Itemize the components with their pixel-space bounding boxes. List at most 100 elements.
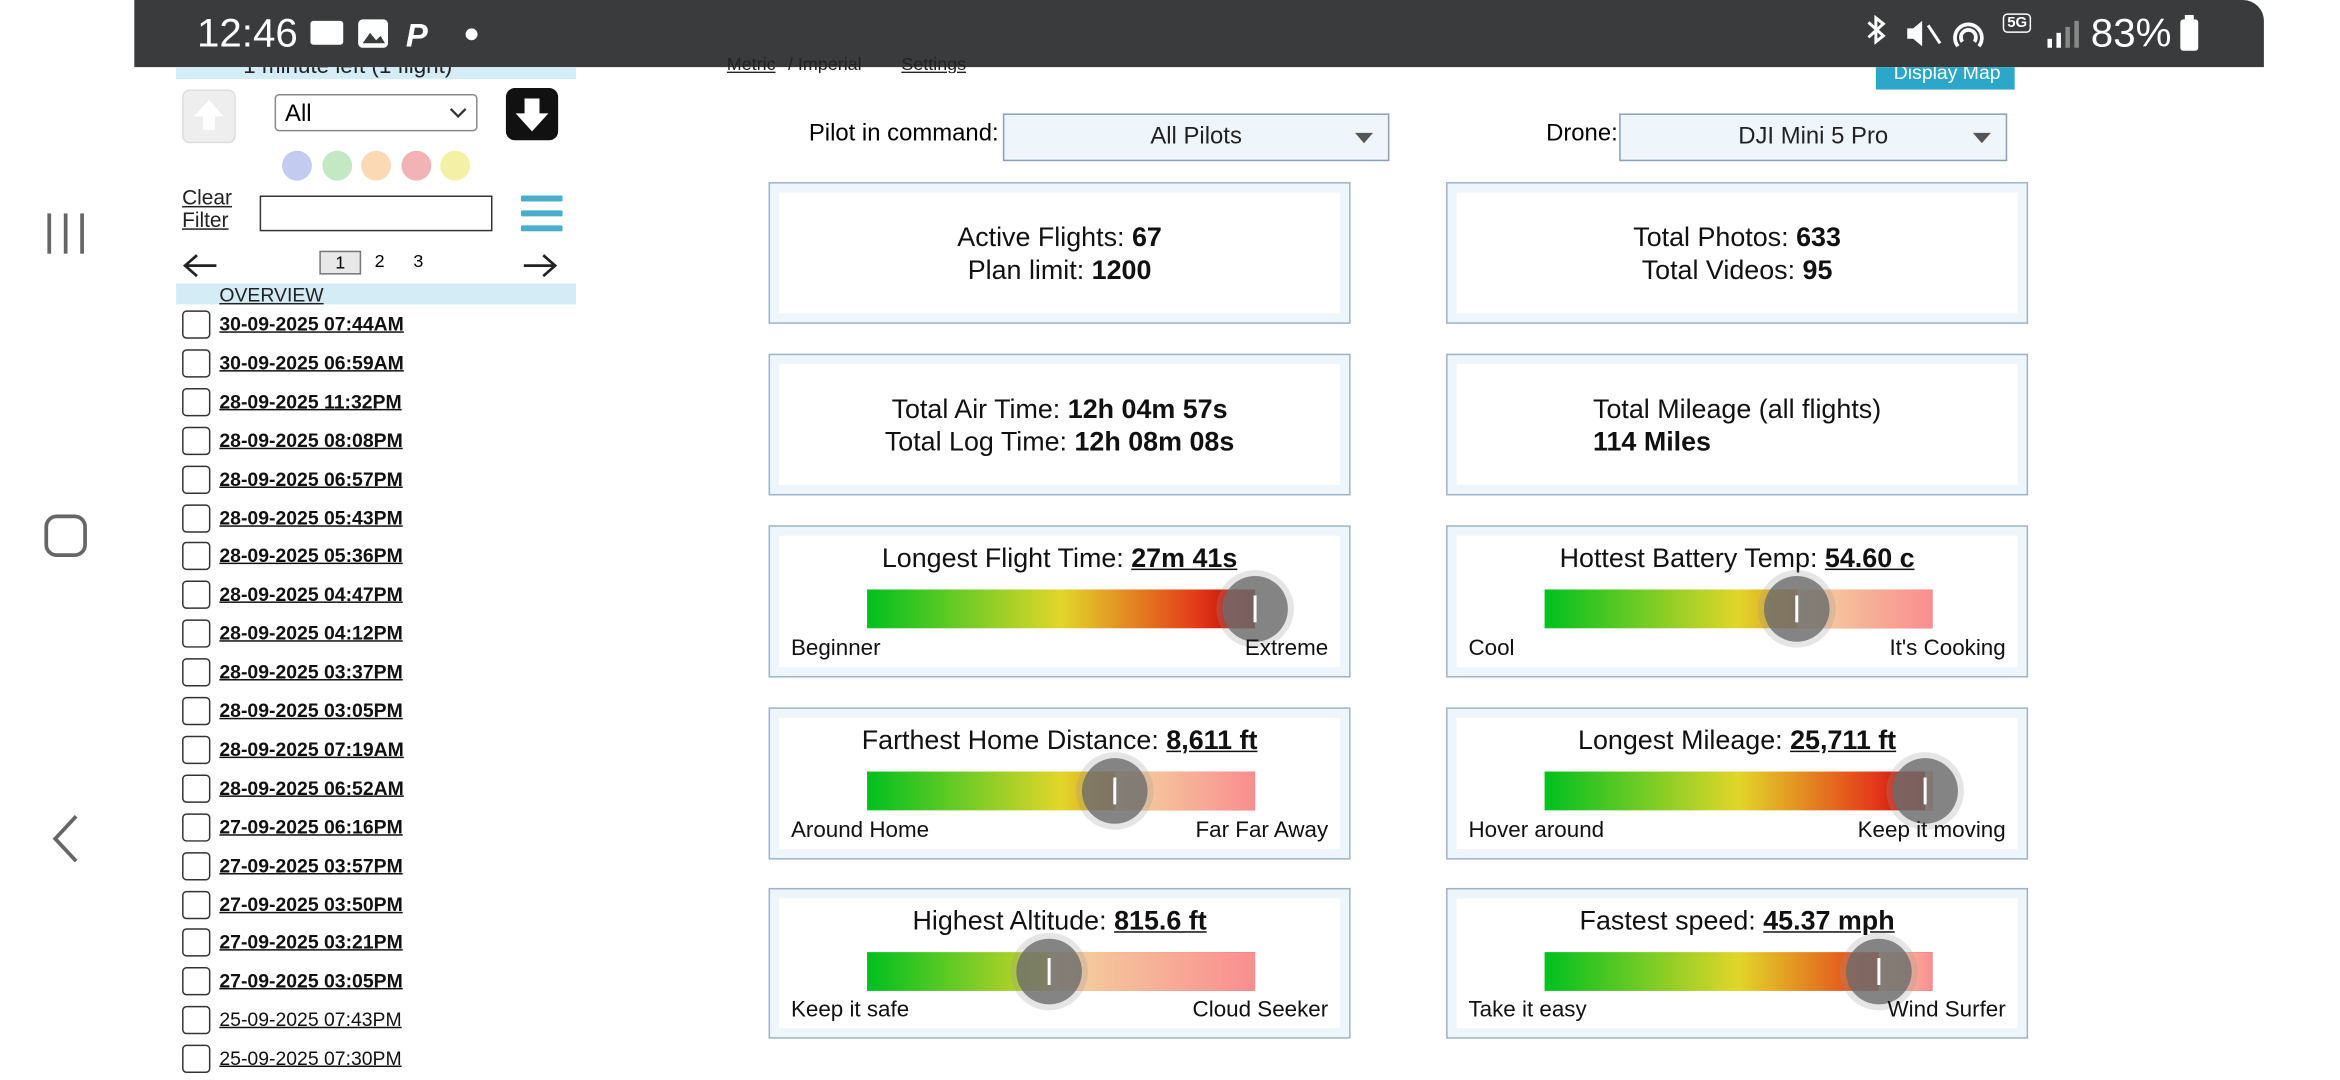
flight-row[interactable]: 28-09-2025 03:05PM [182,695,403,728]
menu-button[interactable] [520,195,563,232]
card-body: Total Air Time: 12h 04m 57s Total Log Tim… [779,364,1341,486]
gauge-title: Fastest speed: 45.37 mph [1457,906,2018,937]
gauge-label: Fastest speed: [1579,905,1756,936]
gauge-value[interactable]: 45.37 mph [1763,905,1895,936]
flight-row[interactable]: 27-09-2025 03:50PM [182,889,403,922]
checkbox[interactable] [182,928,211,958]
checkbox[interactable] [182,349,211,378]
flight-date[interactable]: 25-09-2025 07:30PM [219,1047,402,1070]
flight-date[interactable]: 28-09-2025 03:37PM [219,660,403,683]
stat-value: 12h 08m 08s [1074,426,1235,456]
checkbox[interactable] [182,851,211,880]
flight-row[interactable]: 25-09-2025 07:43PM [182,1005,402,1038]
gauge-value[interactable]: 27m 41s [1131,543,1238,574]
flight-row[interactable]: 28-09-2025 03:37PM [182,657,403,690]
flight-row[interactable]: 30-09-2025 06:59AM [182,348,404,381]
flight-date[interactable]: 28-09-2025 05:43PM [219,505,403,529]
display-map-button[interactable]: Display Map [1875,67,2015,90]
checkbox[interactable] [182,542,211,571]
page[interactable]: 1 [319,250,362,275]
overview[interactable]: OVERVIEW [219,283,324,306]
system-icons [1867,14,1984,48]
page[interactable]: 2 [374,250,385,272]
checkbox[interactable] [182,619,211,649]
color-filters[interactable] [276,146,477,185]
flight-date[interactable]: 28-09-2025 06:57PM [219,467,403,490]
checkbox[interactable] [182,387,211,417]
flight-row[interactable]: 27-09-2025 03:21PM [182,927,403,960]
flight-date[interactable]: 28-09-2025 08:08PM [219,428,403,452]
checkbox[interactable] [182,465,211,494]
checkbox[interactable] [182,426,211,455]
gauge-card: Farthest Home Distance: 8,611 ft Around H… [768,707,1351,860]
imperial-link[interactable]: / Imperial [787,53,862,74]
flight-date[interactable]: 28-09-2025 07:19AM [219,737,404,761]
gauge-card: Longest Mileage: 25,711 ft Hover around Ke… [1446,707,2029,860]
flight-date[interactable]: 28-09-2025 11:32PM [219,390,402,413]
pager-arrows[interactable] [182,251,563,281]
flight-date[interactable]: 27-09-2025 03:57PM [219,853,403,877]
flight-date[interactable]: 30-09-2025 07:44AM [219,312,404,336]
flight-date[interactable]: 25-09-2025 07:43PM [219,1008,402,1031]
card-body: Total Photos: 633 Total Videos: 95 [1456,192,2018,314]
flight-row[interactable]: 28-09-2025 08:08PM [182,425,403,458]
flight-date[interactable]: 30-09-2025 06:59AM [219,351,404,374]
flight-date[interactable]: 28-09-2025 05:36PM [219,544,403,568]
checkbox[interactable] [182,697,211,726]
stat-card: Total Air Time: 12h 04m 57s Total Log Tim… [768,353,1351,496]
flight-row[interactable]: 25-09-2025 07:30PM [182,1043,402,1076]
flight-row[interactable]: 28-09-2025 05:36PM [182,541,403,574]
flight-row[interactable]: 27-09-2025 03:05PM [182,966,403,999]
checkbox[interactable] [182,310,211,339]
search-input[interactable] [259,195,493,232]
flight-date[interactable]: 27-09-2025 03:05PM [219,969,403,993]
gauge-knob [1845,938,1912,1005]
flight-row[interactable]: 30-09-2025 07:44AM [182,309,404,342]
flight-date[interactable]: 28-09-2025 04:47PM [219,583,403,606]
checkbox[interactable] [182,812,211,842]
checkbox[interactable] [182,503,211,533]
flight-row[interactable]: 27-09-2025 03:57PM [182,850,403,883]
checkbox[interactable] [182,890,211,919]
flight-date[interactable]: 28-09-2025 03:05PM [219,699,403,722]
checkbox[interactable] [182,1044,211,1074]
stat-label: Total Videos: [1641,254,1796,285]
flight-row[interactable]: 28-09-2025 04:47PM [182,579,403,612]
gauge-low: Take it easy [1468,996,1587,1023]
gauge-low: Hover around [1468,817,1605,844]
checkbox[interactable] [182,967,211,996]
gauge-value[interactable]: 815.6 ft [1114,905,1207,936]
flight-row[interactable]: 28-09-2025 04:12PM [182,618,403,651]
stat-line: Total Videos: 95 [1642,253,1833,286]
flight-row[interactable]: 28-09-2025 06:52AM [182,773,404,806]
checkbox[interactable] [182,658,211,687]
stat-label: Total Photos: [1633,221,1789,252]
flight-date[interactable]: 27-09-2025 06:16PM [219,815,403,838]
flight-date[interactable]: 27-09-2025 03:50PM [219,892,403,915]
settings-link[interactable]: Settings [901,53,967,74]
download-button[interactable] [505,88,559,141]
flight-date[interactable]: 27-09-2025 03:21PM [219,931,403,954]
drone-select[interactable]: DJI Mini 5 Pro [1619,113,2008,162]
checkbox[interactable] [182,774,211,803]
gauge-value[interactable]: 8,611 ft [1166,725,1258,756]
page[interactable]: 3 [413,250,424,272]
flight-row[interactable]: 27-09-2025 06:16PM [182,811,403,844]
stat-value: 114 Miles [1593,426,1712,456]
flight-row[interactable]: 28-09-2025 05:43PM [182,502,403,535]
upload-button[interactable] [182,89,236,144]
pilot-select[interactable]: All Pilots [1002,113,1390,162]
checkbox[interactable] [182,735,211,765]
clear-filter[interactable]: Clear Filter [182,185,233,232]
checkbox[interactable] [182,581,211,610]
flight-row[interactable]: 28-09-2025 06:57PM [182,464,403,497]
checkbox[interactable] [182,1006,211,1035]
metric-link[interactable]: Metric [726,53,776,74]
flight-row[interactable]: 28-09-2025 07:19AM [182,734,404,767]
gauge-value[interactable]: 25,711 ft [1790,725,1897,756]
flight-date[interactable]: 28-09-2025 04:12PM [219,621,403,645]
flight-row[interactable]: 28-09-2025 11:32PM [182,386,402,419]
flight-date[interactable]: 28-09-2025 06:52AM [219,776,404,799]
gauge-value[interactable]: 54.60 c [1824,543,1915,574]
filter-select[interactable]: All [274,94,478,132]
